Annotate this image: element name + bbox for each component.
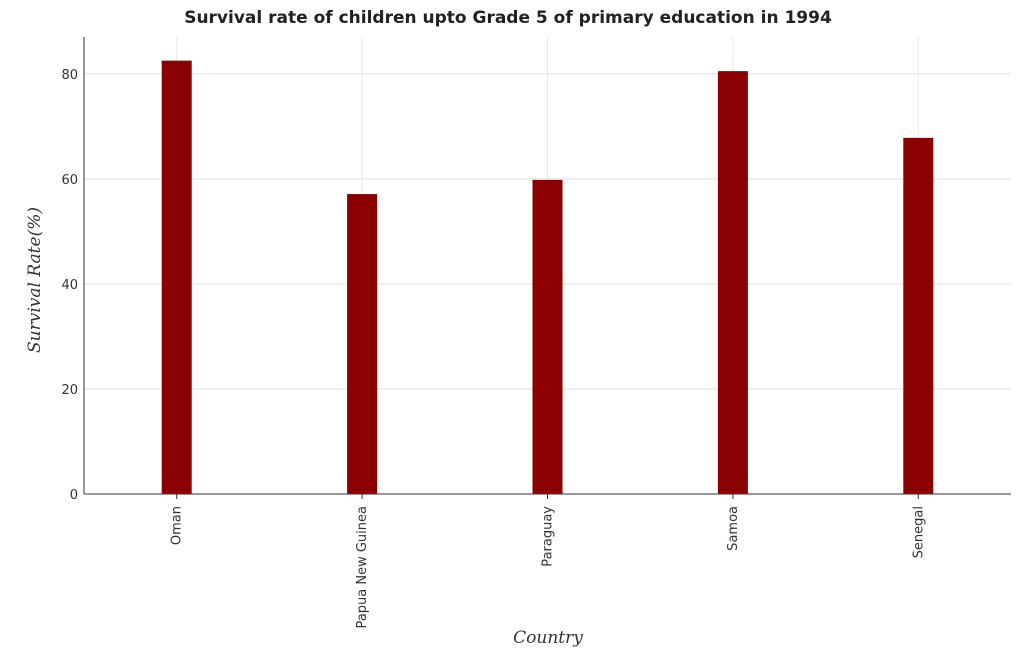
x-tick-label: Senegal (911, 506, 926, 558)
y-tick-label: 20 (61, 383, 78, 398)
bars (161, 60, 934, 495)
x-tick-label: Papua New Guinea (355, 506, 370, 628)
y-axis-title: Survival Rate(%) (25, 207, 45, 353)
bar-papua-new-guinea (347, 194, 378, 494)
x-axis-title: Country (513, 628, 583, 648)
axes: 0 20 40 60 80 Oman Papua New Guinea Paraguay Sam… (61, 37, 1011, 628)
bar-oman (161, 60, 192, 494)
bar-samoa (717, 71, 748, 494)
y-tick-label: 80 (61, 68, 78, 83)
x-tick-label: Oman (170, 506, 185, 545)
bar-paraguay (532, 179, 563, 494)
y-tick-label: 0 (70, 488, 78, 503)
chart-title: Survival rate of children upto Grade 5 o… (184, 8, 832, 28)
y-tick-label: 60 (61, 173, 78, 188)
y-tick-label: 40 (61, 278, 78, 293)
x-tick-label: Samoa (726, 506, 741, 551)
x-tick-label: Paraguay (541, 506, 556, 567)
bar-senegal (903, 137, 934, 495)
